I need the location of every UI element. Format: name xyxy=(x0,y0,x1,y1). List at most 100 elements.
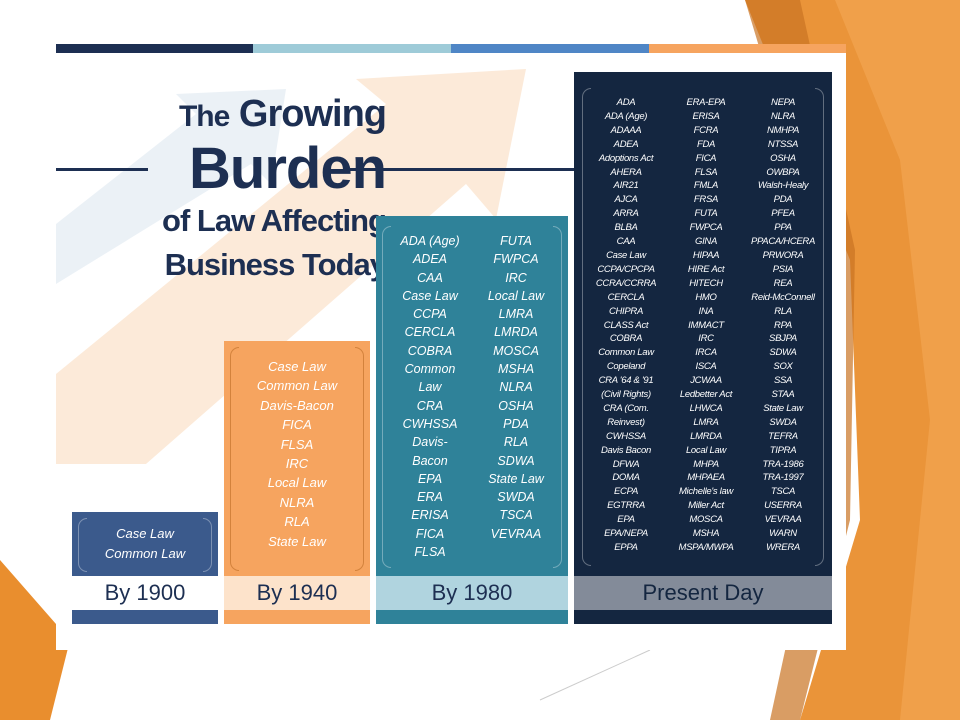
law-item: Case Law xyxy=(268,359,326,374)
law-item: FRSA xyxy=(693,194,719,206)
law-item: EPA xyxy=(417,471,443,486)
law-item: OWBPA xyxy=(766,166,800,178)
law-item: CAA xyxy=(616,236,636,248)
law-item: HIPAA xyxy=(692,249,720,261)
law-item: ERISA xyxy=(411,508,449,523)
law-item: SOX xyxy=(773,361,793,373)
law-item: IRCA xyxy=(695,347,717,359)
law-item: CERCLA xyxy=(404,325,456,340)
title-the: The xyxy=(178,100,230,133)
law-item: AIR21 xyxy=(613,180,639,192)
law-item: ADA (Age) xyxy=(604,110,648,122)
laws-list-present-3: NEPA NLRA NMHPA NTSSA OSHA OWBPA Walsh-Healy PD… xyxy=(742,96,824,555)
laws-list-1940: Case Law Common Law Davis-Bacon FICA FLSA IRC… xyxy=(224,357,370,551)
law-item: IRC xyxy=(698,333,714,345)
law-item: CCPA xyxy=(413,307,447,322)
title-of-law-affecting: of Law Affecting xyxy=(162,203,387,238)
law-item: PDA xyxy=(773,194,793,206)
title-business-today: Business Today xyxy=(164,247,387,282)
law-item: State Law xyxy=(268,533,326,549)
law-item: COBRA xyxy=(407,343,453,358)
law-item: Case Law xyxy=(116,526,174,541)
law-item: CRA '64 & '91 xyxy=(598,375,654,387)
law-item: EPA xyxy=(617,514,635,526)
law-item: ADEA xyxy=(412,252,448,267)
law-item: EPPA xyxy=(614,542,638,553)
column-1900-body: Case Law Common Law xyxy=(72,512,218,576)
growth-arrow-graphic xyxy=(56,69,526,464)
law-item: PPACA/HCERA xyxy=(750,236,816,248)
law-item: VEVRAA xyxy=(490,526,542,541)
law-item: Reinvest) xyxy=(607,416,645,428)
law-item: CHIPRA xyxy=(608,305,644,317)
law-item: ARRA xyxy=(613,208,639,220)
law-item: IRC xyxy=(505,270,527,285)
law-item: LHWCA xyxy=(689,402,723,414)
law-item: MSHA xyxy=(497,362,535,377)
law-item: CWHSSA xyxy=(606,430,646,442)
column-present-body: ADA ADA (Age) ADAAA ADEA Adoptions Act AHERA A… xyxy=(574,72,832,576)
law-item: SDWA xyxy=(769,347,797,359)
law-item: PRWORA xyxy=(762,249,804,261)
column-1940-body: Case Law Common Law Davis-Bacon FICA FLSA IRC… xyxy=(224,341,370,576)
law-item: Copeland xyxy=(606,361,646,373)
top-bar-segment-blue xyxy=(451,44,649,53)
law-item: Michelle's law xyxy=(678,486,734,498)
column-by-1940: Case Law Common Law Davis-Bacon FICA FLSA IRC… xyxy=(224,341,370,628)
law-item: CCRA/CCRRA xyxy=(595,277,657,289)
law-item: Walsh-Healy xyxy=(757,180,809,192)
law-item: PSIA xyxy=(772,263,794,275)
law-item: TRA-1997 xyxy=(762,472,804,484)
law-item: Local Law xyxy=(487,288,545,303)
law-item: FUTA xyxy=(500,234,532,248)
law-item: RLA xyxy=(284,514,310,530)
law-item: SSA xyxy=(773,375,793,387)
law-item: IMMACT xyxy=(688,319,724,331)
law-item: OSHA xyxy=(498,398,534,413)
column-by-1900: Case Law Common Law By 1900 xyxy=(72,512,218,628)
law-item: ADEA xyxy=(613,138,639,150)
law-item: GINA xyxy=(694,236,718,248)
law-item: State Law xyxy=(488,471,544,486)
law-item: PDA xyxy=(503,416,529,431)
law-item: USERRA xyxy=(764,500,802,512)
law-item: ISCA xyxy=(695,361,717,373)
law-item: FCRA xyxy=(693,124,719,136)
law-item: HITECH xyxy=(689,277,723,289)
law-item: Common Law xyxy=(104,546,186,561)
law-item: MOSCA xyxy=(493,343,539,358)
law-item: FLSA xyxy=(280,436,314,452)
law-item: LMRA xyxy=(498,307,534,322)
law-item: ERA-EPA xyxy=(686,97,726,108)
label-present-day: Present Day xyxy=(574,576,832,610)
law-item: NLRA xyxy=(279,494,315,510)
law-item: Common xyxy=(404,362,456,377)
top-bar-segment-orange xyxy=(649,44,846,53)
law-item: AJCA xyxy=(614,194,638,206)
law-item: LMRDA xyxy=(494,325,538,340)
law-item: COBRA xyxy=(609,333,643,345)
law-item: STAA xyxy=(771,389,795,401)
law-item: CRA (Com. xyxy=(603,402,649,414)
law-item: Miller Act xyxy=(688,500,724,512)
law-item: Common Law xyxy=(256,378,338,394)
column-present-day: ADA ADA (Age) ADAAA ADEA Adoptions Act AHERA A… xyxy=(574,72,832,628)
title-block: The Growing Burden of Law Affecting Busi… xyxy=(66,92,387,287)
law-item: FMLA xyxy=(693,180,719,192)
law-item: RLA xyxy=(503,435,529,450)
infographic-slide: The Growing Burden of Law Affecting Busi… xyxy=(56,44,846,650)
law-item: State Law xyxy=(763,402,803,414)
law-item: (Civil Rights) xyxy=(601,389,651,401)
law-item: Davis- xyxy=(412,435,448,450)
label-by-1980: By 1980 xyxy=(376,576,568,610)
law-item: ADA xyxy=(616,97,636,108)
law-item: CWHSSA xyxy=(402,416,458,431)
law-item: REA xyxy=(773,277,793,289)
law-item: ECPA xyxy=(614,486,638,498)
strip-present xyxy=(574,610,832,624)
title-rule-right xyxy=(348,168,574,171)
law-item: TSCA xyxy=(499,508,533,523)
label-by-1900: By 1900 xyxy=(72,576,218,610)
law-item: RLA xyxy=(774,305,792,317)
title-rule-left xyxy=(56,168,148,171)
